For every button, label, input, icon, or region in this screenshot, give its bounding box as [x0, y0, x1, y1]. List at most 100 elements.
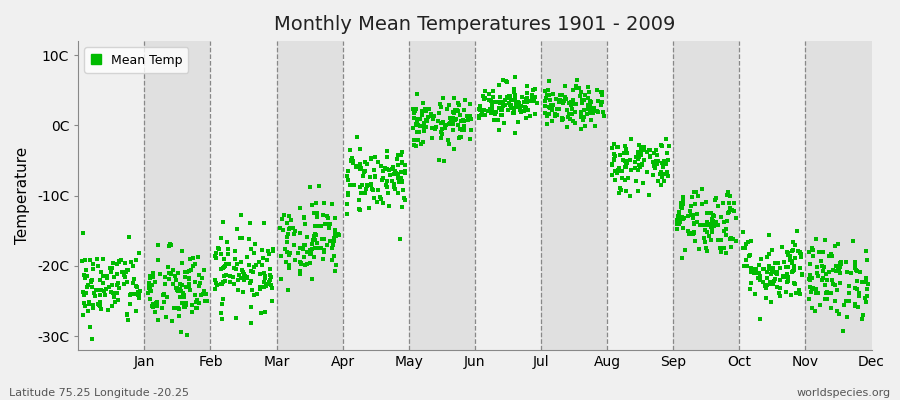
- Point: [238, 275, 252, 282]
- Point: [293, 260, 308, 266]
- Point: [79, 273, 94, 280]
- Point: [432, 157, 446, 163]
- Point: [519, 83, 534, 90]
- Point: [752, 277, 767, 284]
- Point: [426, 115, 440, 122]
- Point: [642, 192, 656, 199]
- Point: [766, 265, 780, 271]
- Point: [464, 116, 479, 122]
- Point: [711, 237, 725, 243]
- Point: [632, 162, 646, 168]
- Point: [785, 268, 799, 275]
- Point: [605, 161, 619, 168]
- Point: [118, 260, 132, 266]
- Point: [716, 200, 730, 206]
- Point: [590, 87, 605, 94]
- Point: [183, 256, 197, 262]
- Point: [496, 103, 510, 109]
- Point: [325, 257, 339, 263]
- Point: [670, 221, 685, 227]
- Point: [174, 328, 188, 335]
- Point: [87, 290, 102, 296]
- Point: [670, 212, 685, 219]
- Point: [163, 241, 177, 248]
- Point: [77, 292, 92, 299]
- Point: [308, 236, 322, 243]
- Point: [255, 247, 269, 254]
- Point: [846, 238, 860, 244]
- Point: [222, 261, 237, 267]
- Point: [716, 228, 731, 234]
- Point: [503, 93, 517, 100]
- Point: [390, 156, 404, 162]
- Point: [852, 290, 867, 296]
- Point: [585, 110, 599, 116]
- Point: [298, 242, 312, 248]
- Point: [741, 239, 755, 245]
- Point: [353, 160, 367, 167]
- Point: [413, 123, 428, 130]
- Point: [538, 98, 553, 104]
- Point: [129, 256, 143, 263]
- Point: [756, 279, 770, 285]
- Point: [456, 127, 471, 133]
- Point: [817, 263, 832, 270]
- Point: [518, 104, 532, 110]
- Point: [738, 245, 752, 252]
- Point: [809, 286, 824, 292]
- Point: [321, 225, 336, 231]
- Point: [81, 282, 95, 288]
- Point: [590, 109, 605, 116]
- Point: [683, 203, 698, 210]
- Point: [752, 270, 767, 276]
- Point: [629, 178, 643, 184]
- Point: [736, 229, 751, 236]
- Point: [124, 259, 139, 265]
- Point: [318, 248, 332, 255]
- Bar: [541, 41, 608, 350]
- Point: [736, 244, 751, 251]
- Point: [258, 282, 273, 289]
- Point: [631, 188, 645, 194]
- Point: [76, 300, 91, 306]
- Point: [262, 278, 276, 285]
- Point: [130, 284, 145, 290]
- Point: [540, 92, 554, 98]
- Point: [510, 119, 525, 125]
- Point: [698, 239, 713, 245]
- Point: [104, 288, 118, 295]
- Point: [446, 127, 461, 133]
- Point: [358, 158, 373, 165]
- Point: [717, 245, 732, 251]
- Point: [578, 123, 592, 130]
- Point: [406, 106, 420, 113]
- Point: [770, 269, 784, 275]
- Point: [93, 277, 107, 284]
- Point: [444, 116, 458, 122]
- Point: [394, 149, 409, 155]
- Point: [783, 256, 797, 263]
- Point: [742, 253, 756, 259]
- Point: [507, 86, 521, 92]
- Point: [188, 260, 202, 267]
- Point: [78, 267, 93, 274]
- Point: [764, 271, 778, 278]
- Point: [681, 228, 696, 234]
- Point: [806, 285, 820, 291]
- Point: [443, 114, 457, 121]
- Point: [631, 166, 645, 173]
- Point: [180, 332, 194, 338]
- Point: [376, 200, 391, 206]
- Point: [276, 226, 291, 233]
- Point: [566, 87, 580, 93]
- Point: [190, 297, 204, 304]
- Point: [676, 225, 690, 231]
- Point: [590, 108, 604, 114]
- Point: [182, 268, 196, 275]
- Point: [435, 126, 449, 132]
- Point: [618, 177, 633, 184]
- Point: [581, 95, 596, 101]
- Point: [411, 122, 426, 128]
- Point: [859, 275, 873, 281]
- Point: [693, 222, 707, 228]
